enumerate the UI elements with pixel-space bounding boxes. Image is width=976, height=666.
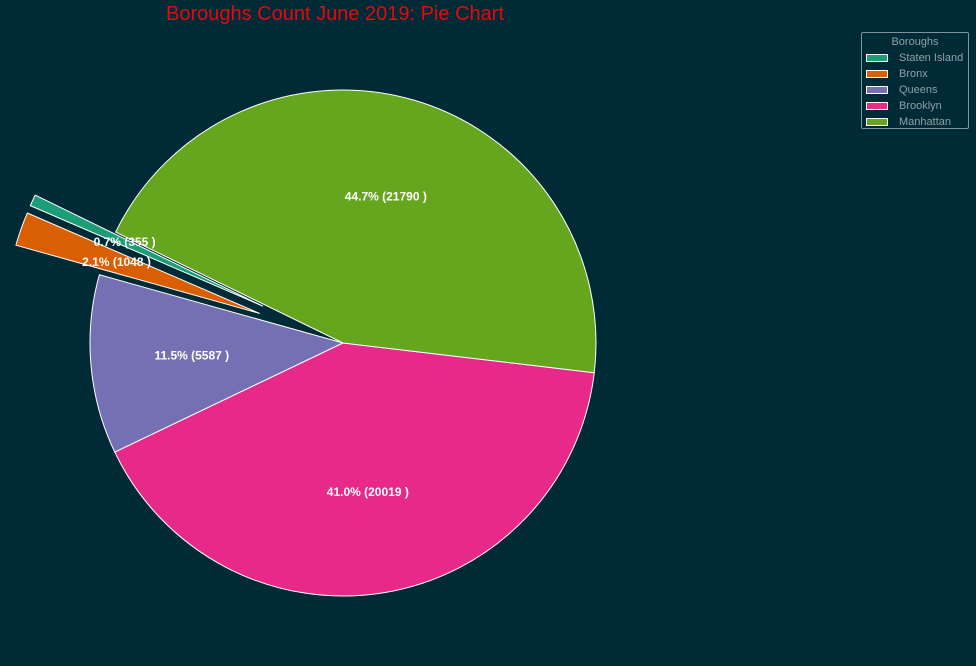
legend-label-manhattan: Manhattan — [899, 116, 951, 128]
pie-slice-bronx — [15, 212, 261, 314]
legend-swatch-bronx — [866, 70, 888, 78]
legend-entry-queens: Queens — [866, 84, 968, 98]
legend: Boroughs Staten Island Bronx Queens Brookly… — [861, 32, 969, 129]
legend-entry-manhattan: Manhattan — [866, 116, 968, 130]
pie-slice-queens — [89, 274, 344, 453]
pie-slice-manhattan — [115, 89, 597, 374]
pie-label-queens: 11.5% (5587 ) — [154, 348, 229, 362]
chart-title: Boroughs Count June 2019: Pie Chart — [166, 3, 504, 25]
legend-label-bronx: Bronx — [899, 68, 928, 80]
pie-slice-brooklyn — [114, 342, 595, 597]
legend-entry-bronx: Bronx — [866, 68, 968, 82]
pie-labels: 0.7% (355 ) 2.1% (1048 ) 11.5% (5587 ) 41.0… — [82, 190, 427, 499]
legend-entry-brooklyn: Brooklyn — [866, 100, 968, 114]
legend-title: Boroughs — [891, 36, 939, 48]
pie-label-bronx: 2.1% (1048 ) — [82, 255, 151, 269]
pie-slices — [15, 89, 597, 597]
legend-label-brooklyn: Brooklyn — [899, 100, 942, 112]
legend-label-staten-island: Staten Island — [899, 52, 964, 64]
legend-swatch-staten-island — [866, 54, 888, 62]
pie-label-manhattan: 44.7% (21790 ) — [345, 190, 427, 204]
pie-label-brooklyn: 41.0% (20019 ) — [327, 485, 409, 499]
legend-swatch-brooklyn — [866, 102, 888, 110]
legend-swatch-queens — [866, 86, 888, 94]
pie-slice-staten-island — [29, 194, 264, 307]
legend-swatch-manhattan — [866, 118, 888, 126]
legend-label-queens: Queens — [899, 84, 938, 96]
legend-entry-staten-island: Staten Island — [866, 52, 968, 66]
pie-label-staten-island: 0.7% (355 ) — [94, 235, 156, 249]
